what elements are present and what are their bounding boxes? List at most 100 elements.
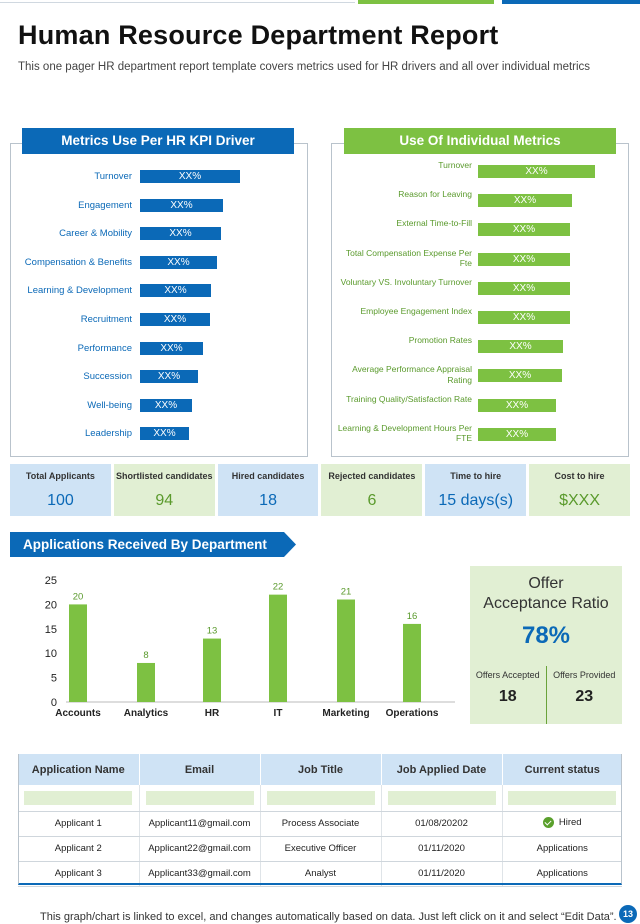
offer-title: Offer Acceptance Ratio bbox=[470, 574, 622, 614]
filter-box[interactable] bbox=[508, 790, 617, 805]
offer-title-line1: Offer bbox=[528, 575, 564, 592]
metric-bar: XX% bbox=[478, 398, 556, 412]
offers-accepted-value: 18 bbox=[498, 688, 517, 705]
table-cell: Applicant 1 bbox=[18, 811, 140, 837]
kpi-label: Cost to hire bbox=[554, 471, 605, 481]
kpi-driver-title: Metrics Use Per HR KPI Driver bbox=[22, 128, 294, 154]
table-row: Applicant 2 Applicant22@gmail.com Executiv… bbox=[18, 836, 622, 862]
y-tick-label: 0 bbox=[51, 697, 57, 709]
offer-breakdown: Offers Accepted 18 Offers Provided 23 bbox=[470, 666, 622, 724]
applications-bar-chart: 0 5 10 15 20 25 20 Accounts 8 Analytics 13 HR 22 IT 21… bbox=[45, 575, 455, 719]
kpi-value: $XXX bbox=[559, 492, 601, 509]
bar-accounts bbox=[69, 604, 87, 702]
table-cell: Hired bbox=[502, 811, 622, 837]
kpi-card: Cost to hire $XXX bbox=[529, 464, 630, 516]
metric-bar: XX% bbox=[140, 398, 192, 412]
kpi-card: Time to hire 15 days(s) bbox=[425, 464, 527, 516]
kpi-value: 6 bbox=[367, 492, 377, 509]
col-header: Current status bbox=[502, 754, 622, 785]
kpi-card: Rejected candidates 6 bbox=[321, 464, 423, 516]
offer-acceptance-card: Offer Acceptance Ratio 78% Offers Accept… bbox=[470, 566, 622, 724]
bar-hr bbox=[203, 638, 221, 702]
offer-ratio-value: 78% bbox=[521, 622, 571, 649]
page-number-badge: 13 bbox=[619, 905, 637, 923]
filter-box[interactable] bbox=[24, 790, 133, 805]
check-circle-icon bbox=[542, 816, 554, 828]
metric-label: External Time-to-Fill bbox=[396, 218, 472, 229]
top-accent-blue bbox=[502, 0, 640, 4]
offers-provided-value: 23 bbox=[575, 688, 594, 705]
metric-bar: XX% bbox=[478, 311, 570, 324]
metric-bar: XX% bbox=[140, 198, 223, 212]
table-filter-row bbox=[18, 785, 622, 812]
top-divider-line bbox=[0, 2, 355, 3]
y-tick-label: 20 bbox=[45, 599, 57, 611]
offer-title-line2: Acceptance Ratio bbox=[483, 595, 609, 612]
filter-cell[interactable] bbox=[381, 785, 503, 812]
metric-label: Career & Mobility bbox=[59, 228, 132, 240]
metric-bar: XX% bbox=[478, 223, 570, 237]
table-cell: Applicant 3 bbox=[18, 861, 140, 887]
metric-bar: XX% bbox=[140, 170, 240, 183]
y-tick-label: 15 bbox=[45, 624, 57, 636]
metric-bar: XX% bbox=[140, 255, 217, 269]
filter-box[interactable] bbox=[266, 790, 375, 805]
kpi-summary-strip: Total Applicants 100 Shortlisted candidate… bbox=[10, 464, 630, 516]
metric-label: Promotion Rates bbox=[408, 335, 472, 346]
x-category-label: Accounts bbox=[55, 708, 101, 719]
offers-provided: Offers Provided 23 bbox=[547, 666, 623, 724]
bar-analytics bbox=[137, 662, 155, 702]
col-header: Application Name bbox=[18, 754, 140, 785]
metric-bar: XX% bbox=[140, 370, 198, 384]
table-cell: Process Associate bbox=[260, 811, 382, 837]
table-header-row: Application Name Email Job Title Job App… bbox=[18, 754, 622, 785]
table-cell: 01/08/20202 bbox=[381, 811, 503, 837]
kpi-value: 94 bbox=[155, 492, 174, 509]
metric-label: Total Compensation Expense Per Fte bbox=[345, 247, 472, 269]
table-cell: Applicant33@gmail.com bbox=[139, 861, 261, 887]
metric-label: Turnover bbox=[438, 160, 472, 170]
kpi-label: Total Applicants bbox=[25, 471, 95, 481]
metric-bar: XX% bbox=[140, 227, 221, 241]
filter-box[interactable] bbox=[145, 790, 254, 805]
table-cell: Applicant11@gmail.com bbox=[139, 811, 261, 837]
x-category-label: IT bbox=[274, 708, 283, 719]
applications-section-banner: Applications Received By Department bbox=[10, 532, 296, 557]
kpi-value: 18 bbox=[259, 492, 277, 509]
metric-bar: XX% bbox=[478, 194, 572, 208]
metric-label: Recruitment bbox=[80, 314, 132, 325]
filter-cell[interactable] bbox=[139, 785, 261, 812]
x-category-label: Operations bbox=[386, 708, 439, 719]
x-category-label: Analytics bbox=[124, 708, 169, 719]
table-cell: Applicant22@gmail.com bbox=[139, 836, 261, 862]
metric-bar: XX% bbox=[478, 369, 562, 383]
bar-marketing bbox=[337, 599, 355, 702]
offers-provided-label: Offers Provided bbox=[553, 670, 616, 680]
x-category-label: HR bbox=[205, 708, 220, 719]
table-cell: Analyst bbox=[260, 861, 382, 887]
table-cell: 01/11/2020 bbox=[381, 861, 503, 887]
metric-bar: XX% bbox=[140, 427, 189, 441]
metric-bar: XX% bbox=[478, 427, 556, 441]
filter-cell[interactable] bbox=[502, 785, 622, 812]
kpi-label: Shortlisted candidates bbox=[115, 471, 213, 481]
kpi-card: Total Applicants 100 bbox=[10, 464, 111, 516]
bar-it bbox=[269, 594, 287, 702]
table-row: Applicant 1 Applicant11@gmail.com Process … bbox=[18, 811, 622, 837]
data-label: 21 bbox=[341, 587, 352, 598]
y-tick-label: 5 bbox=[51, 673, 57, 685]
col-header: Email bbox=[139, 754, 261, 785]
filter-box[interactable] bbox=[387, 790, 496, 805]
data-label: 8 bbox=[143, 650, 148, 661]
metric-label: Leadership bbox=[84, 428, 132, 440]
metric-label: Performance bbox=[77, 342, 132, 354]
individual-metrics-title: Use Of Individual Metrics bbox=[344, 128, 616, 154]
filter-cell[interactable] bbox=[260, 785, 382, 812]
banner-arrow-shape bbox=[10, 532, 296, 557]
filter-cell[interactable] bbox=[18, 785, 140, 812]
applicants-table: Application Name Email Job Title Job App… bbox=[18, 754, 622, 887]
kpi-value: 100 bbox=[47, 492, 74, 509]
kpi-label: Rejected candidates bbox=[328, 471, 416, 481]
metric-label: Employee Engagement Index bbox=[360, 306, 472, 316]
metric-label: Succession bbox=[83, 371, 132, 383]
